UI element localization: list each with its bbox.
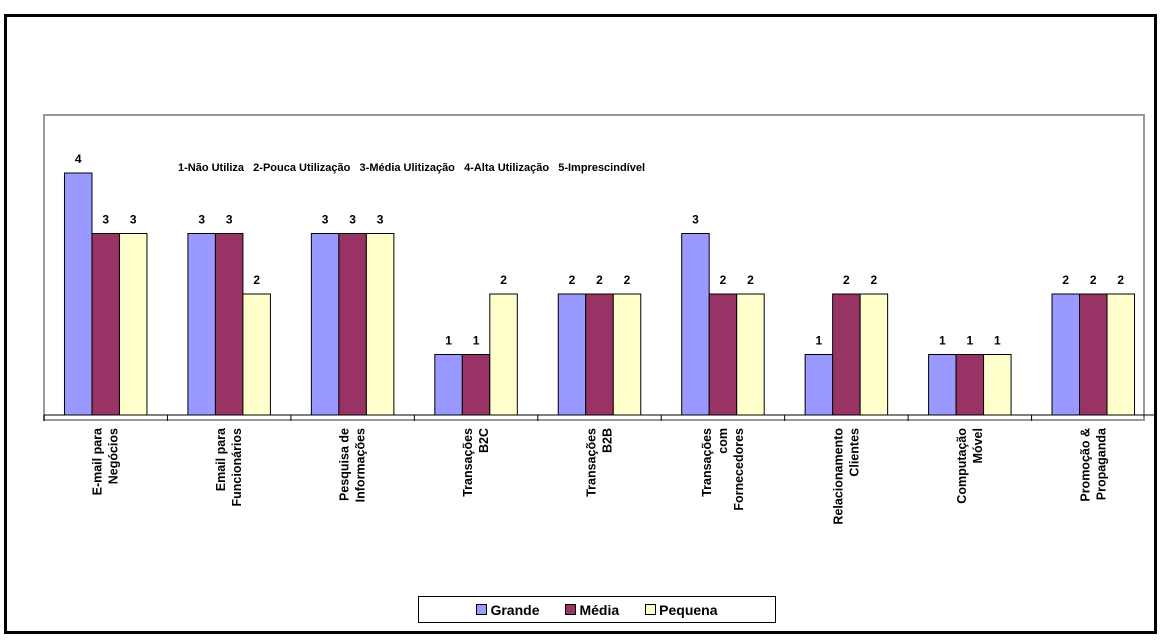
data-label-média-8: 1 — [966, 334, 973, 348]
bar-pequena-7 — [860, 294, 888, 415]
data-label-grande-6: 3 — [692, 213, 699, 227]
data-label-média-1: 3 — [102, 213, 109, 227]
legend-swatch — [476, 604, 487, 615]
data-label-grande-8: 1 — [939, 334, 946, 348]
data-label-pequena-2: 2 — [253, 273, 260, 287]
legend-label: Grande — [490, 602, 539, 618]
category-label-3: Pesquisa de Informações — [338, 428, 368, 502]
data-label-média-4: 1 — [473, 334, 480, 348]
legend-item-pequena: Pequena — [645, 602, 717, 618]
legend-swatch — [565, 604, 576, 615]
bar-média-9 — [1080, 294, 1108, 415]
category-label-5: Transações B2B — [585, 428, 615, 497]
legend: Grande Média Pequena — [418, 596, 776, 623]
data-label-pequena-4: 2 — [500, 273, 507, 287]
data-label-grande-5: 2 — [569, 273, 576, 287]
bar-pequena-2 — [243, 294, 271, 415]
bar-grande-8 — [929, 355, 957, 416]
bar-pequena-9 — [1107, 294, 1135, 415]
data-label-pequena-8: 1 — [994, 334, 1001, 348]
bar-grande-1 — [64, 173, 92, 415]
data-label-média-3: 3 — [349, 213, 356, 227]
data-label-média-7: 2 — [843, 273, 850, 287]
bar-média-1 — [92, 234, 120, 416]
bar-pequena-1 — [119, 234, 147, 416]
bar-média-5 — [586, 294, 614, 415]
legend-label: Média — [579, 602, 619, 618]
bar-pequena-8 — [984, 355, 1012, 416]
data-label-grande-4: 1 — [445, 334, 452, 348]
category-labels-group: E-mail para Negócios Email para Funcionário… — [91, 427, 1109, 525]
bar-média-7 — [833, 294, 861, 415]
bar-pequena-3 — [366, 234, 394, 416]
data-label-pequena-5: 2 — [624, 273, 631, 287]
bar-grande-5 — [558, 294, 586, 415]
data-label-grande-2: 3 — [198, 213, 205, 227]
bar-média-2 — [215, 234, 243, 416]
category-label-9: Promoção & Propaganda — [1078, 427, 1108, 502]
category-label-4: Transações B2C — [461, 428, 491, 497]
legend-item-média: Média — [565, 602, 619, 618]
data-label-grande-7: 1 — [816, 334, 823, 348]
bar-média-6 — [709, 294, 737, 415]
data-label-média-5: 2 — [596, 273, 603, 287]
data-label-média-6: 2 — [720, 273, 727, 287]
data-label-pequena-9: 2 — [1117, 273, 1124, 287]
data-label-pequena-6: 2 — [747, 273, 754, 287]
data-label-grande-1: 4 — [75, 152, 82, 166]
bar-grande-3 — [311, 234, 339, 416]
bar-grande-4 — [435, 355, 463, 416]
legend-label: Pequena — [659, 602, 717, 618]
category-label-6: Transações com Fornecedores — [700, 428, 746, 511]
data-label-grande-9: 2 — [1062, 273, 1069, 287]
data-label-grande-3: 3 — [322, 213, 329, 227]
scale-legend-note: 1-Não Utiliza 2-Pouca Utilização 3-Média… — [178, 162, 645, 174]
bar-grande-2 — [188, 234, 216, 416]
category-label-1: E-mail para Negócios — [91, 427, 121, 495]
data-label-pequena-7: 2 — [871, 273, 878, 287]
bar-grande-9 — [1052, 294, 1080, 415]
legend-swatch — [645, 604, 656, 615]
data-label-média-9: 2 — [1090, 273, 1097, 287]
data-label-pequena-1: 3 — [130, 213, 137, 227]
data-label-média-2: 3 — [226, 213, 233, 227]
bar-média-3 — [339, 234, 367, 416]
bar-pequena-4 — [490, 294, 518, 415]
category-label-2: Email para Funcionários — [214, 427, 244, 507]
legend-item-grande: Grande — [476, 602, 539, 618]
bar-média-4 — [462, 355, 490, 416]
bar-grande-6 — [682, 234, 710, 416]
bar-grande-7 — [805, 355, 833, 416]
category-label-8: Computação Móvel — [955, 428, 985, 504]
bar-pequena-5 — [613, 294, 641, 415]
data-label-pequena-3: 3 — [377, 213, 384, 227]
bar-pequena-6 — [737, 294, 765, 415]
category-label-7: Relacionamento Clientes — [831, 428, 861, 525]
bar-média-8 — [956, 355, 984, 416]
